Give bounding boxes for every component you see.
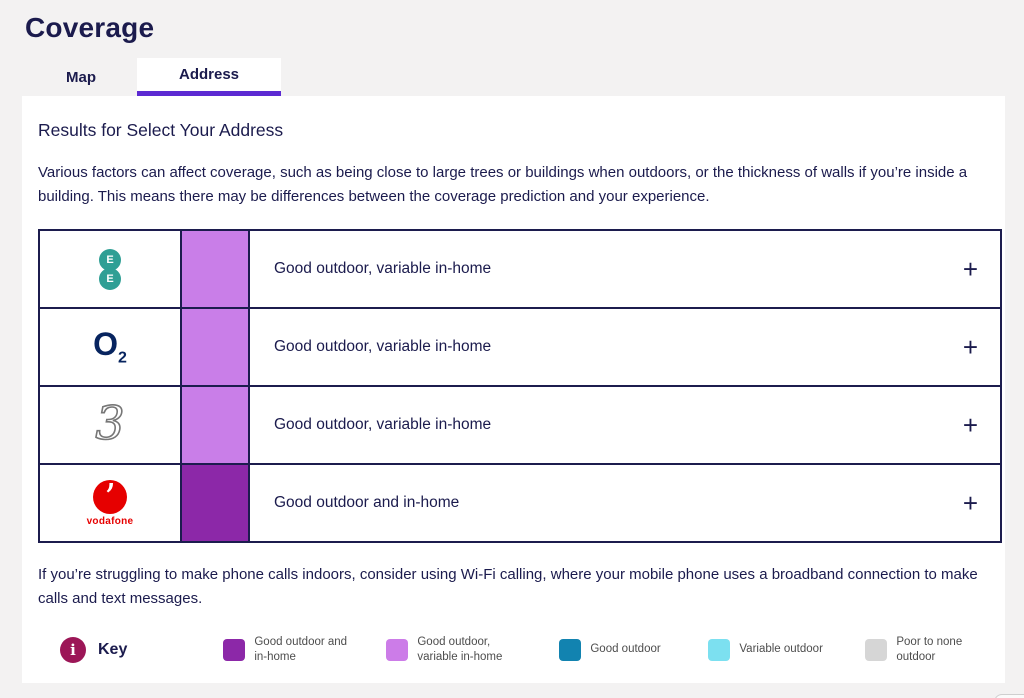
vodafone-status-cell: Good outdoor and in-home + [248,463,1002,543]
tab-address[interactable]: Address [137,58,281,96]
wifi-calling-note: If you’re struggling to make phone calls… [38,566,978,607]
vodafone-logo-cell: ’ vodafone [38,463,182,543]
ee-logo-circle: E [99,248,121,271]
ee-status-text: Good outdoor, variable in-home [274,260,492,277]
three-coverage-swatch [180,385,250,465]
table-row-ee: E E Good outdoor, variable in-home + [38,229,1002,309]
legend-item: Good outdoor, variable in-home [386,635,529,665]
o2-status-cell: Good outdoor, variable in-home + [248,307,1002,387]
o2-logo-cell: O2 [38,307,182,387]
ee-logo-cell: E E [38,229,182,309]
vodafone-coverage-swatch [180,463,250,543]
legend-swatch-variable-outdoor [708,638,731,661]
page-title: Coverage [25,12,155,43]
o2-coverage-swatch [180,307,250,387]
table-row-vodafone: ’ vodafone Good outdoor and in-home + [38,463,1002,543]
three-status-text: Good outdoor, variable in-home [274,416,492,433]
ee-coverage-swatch [180,229,250,309]
legend-label: Poor to none outdoor [896,636,963,663]
o2-expand-button[interactable]: + [962,332,978,362]
legend-label: Good outdoor, variable in-home [417,636,503,663]
key-row: i Key Good outdoor and in-home Good outd… [38,635,1005,665]
results-panel: Results for Select Your Address Various … [22,96,1005,683]
legend-swatch-good-outdoor [559,638,582,661]
ee-expand-button[interactable]: + [962,254,978,284]
results-heading: Results for Select Your Address [38,120,284,140]
legend-label: Good outdoor and in-home [254,636,348,663]
three-status-cell: Good outdoor, variable in-home + [248,385,1002,465]
o2-status-text: Good outdoor, variable in-home [274,338,492,355]
o2-logo-letter: O [93,326,118,363]
chat-widget-sliver[interactable] [994,694,1024,698]
legend-label: Variable outdoor [739,643,823,656]
vodafone-wordmark: vodafone [86,515,134,527]
o2-logo-subscript: 2 [117,349,127,367]
ee-logo: E E [99,248,121,290]
vodafone-expand-button[interactable]: + [962,488,978,518]
table-row-three: 3 Good outdoor, variable in-home + [38,385,1002,465]
ee-logo-circle: E [99,267,121,290]
o2-logo: O2 [93,326,127,366]
vodafone-mark-icon: ’ [92,479,127,514]
legend-item: Poor to none outdoor [865,635,976,665]
intro-text: Various factors can affect coverage, suc… [38,164,968,205]
key-label: Key [98,640,128,658]
three-expand-button[interactable]: + [962,410,978,440]
tab-map[interactable]: Map [25,58,137,96]
legend-swatch-good-outdoor-in-home [223,638,246,661]
three-logo-cell: 3 [38,385,182,465]
tabbar: Map Address [25,58,1024,96]
info-icon: i [60,636,86,663]
legend-label: Good outdoor [590,643,661,656]
legend-swatch-good-outdoor-variable [386,638,409,661]
coverage-table: E E Good outdoor, variable in-home + O2 … [38,229,1002,543]
table-row-o2: O2 Good outdoor, variable in-home + [38,307,1002,387]
coverage-legend: Good outdoor and in-home Good outdoor, v… [223,635,1006,665]
svg-text:3: 3 [95,396,124,450]
vodafone-status-text: Good outdoor and in-home [274,494,460,511]
ee-status-cell: Good outdoor, variable in-home + [248,229,1002,309]
legend-item: Variable outdoor [708,638,835,661]
vodafone-logo: ’ vodafone [86,479,134,527]
legend-item: Good outdoor [559,638,678,661]
legend-swatch-poor-to-none [865,638,888,661]
three-logo: 3 [95,395,126,451]
legend-item: Good outdoor and in-home [223,635,356,665]
